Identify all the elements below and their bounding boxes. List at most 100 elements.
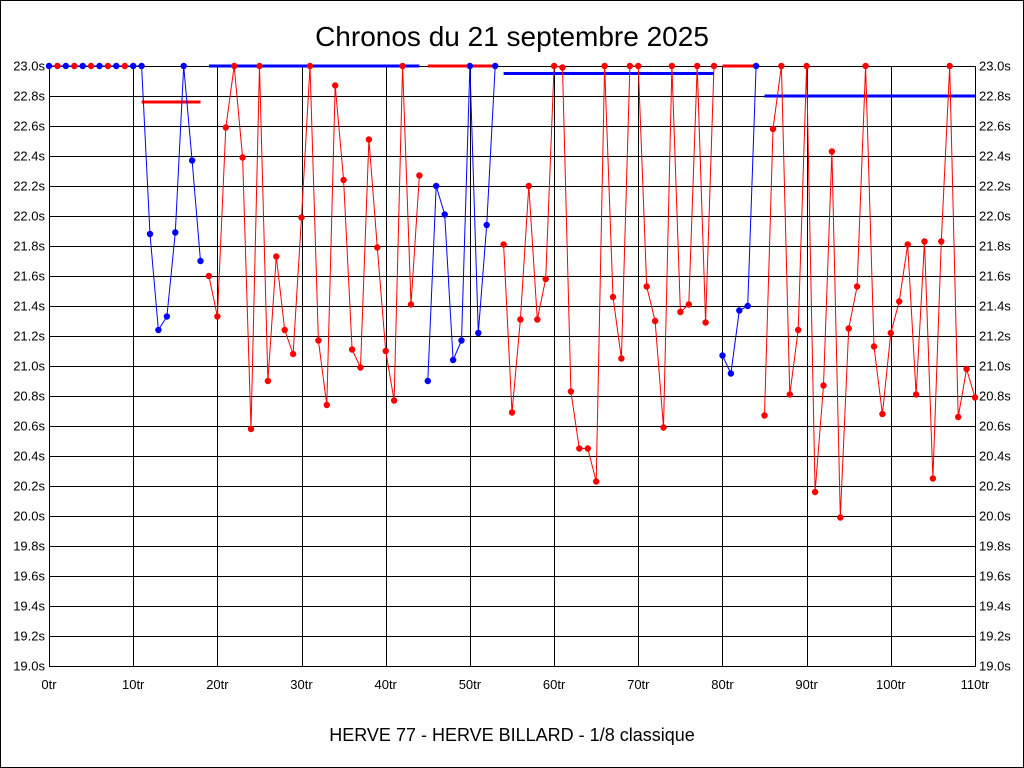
data-point	[778, 62, 785, 70]
data-point	[828, 148, 836, 155]
data-point	[273, 253, 280, 260]
data-point	[79, 62, 86, 70]
data-point	[188, 157, 196, 164]
data-point	[231, 62, 238, 70]
y-tick-label-right: 20.4s	[979, 449, 1011, 464]
y-tick-label-left: 20.0s	[13, 509, 45, 524]
data-point	[727, 370, 735, 377]
data-point	[374, 244, 381, 251]
data-point	[416, 172, 423, 179]
data-point	[845, 325, 852, 332]
data-point	[315, 337, 322, 344]
data-point	[719, 352, 726, 359]
y-tick-label-left: 21.0s	[13, 359, 45, 374]
x-tick-label: 40tr	[374, 677, 397, 692]
data-point	[929, 475, 937, 482]
y-tick-label-left: 22.8s	[13, 89, 45, 104]
y-tick-label-right: 19.0s	[979, 659, 1011, 674]
data-point	[306, 62, 314, 70]
data-point	[971, 394, 979, 401]
data-point	[483, 221, 490, 229]
chart-title: Chronos du 21 septembre 2025	[315, 21, 709, 52]
data-point	[550, 62, 558, 70]
x-tick-label: 80tr	[711, 677, 734, 692]
data-point	[449, 356, 457, 364]
data-point	[710, 62, 718, 70]
data-point	[811, 488, 819, 496]
data-series	[45, 62, 979, 521]
data-point	[744, 302, 751, 310]
y-tick-label-left: 21.8s	[13, 239, 45, 254]
data-point	[853, 283, 861, 290]
data-point	[390, 397, 398, 404]
y-tick-label-left: 20.4s	[13, 449, 45, 464]
data-point	[576, 445, 583, 452]
data-point	[567, 388, 575, 395]
y-tick-label-left: 21.2s	[13, 329, 45, 344]
data-point	[685, 301, 692, 308]
y-tick-label-left: 22.2s	[13, 179, 45, 194]
x-tick-label: 50tr	[459, 677, 482, 692]
data-point	[475, 329, 482, 337]
data-point	[820, 382, 827, 389]
data-point	[500, 241, 507, 248]
y-tick-label-left: 23.0s	[13, 59, 45, 74]
y-tick-label-left: 20.8s	[13, 389, 45, 404]
data-point	[332, 82, 339, 89]
data-point	[180, 62, 187, 70]
x-tick-label: 30tr	[290, 677, 313, 692]
y-tick-label-left: 20.6s	[13, 419, 45, 434]
data-point	[584, 445, 591, 452]
data-point	[54, 62, 61, 70]
data-point	[912, 391, 920, 398]
y-tick-label-right: 22.6s	[979, 119, 1011, 134]
data-point	[635, 62, 642, 70]
y-tick-label-right: 22.0s	[979, 209, 1011, 224]
data-point	[643, 283, 650, 290]
data-point	[458, 337, 465, 344]
y-tick-label-left: 19.2s	[13, 629, 45, 644]
data-point	[904, 241, 911, 248]
y-tick-label-left: 22.4s	[13, 149, 45, 164]
y-tick-label-left: 19.6s	[13, 569, 45, 584]
data-point	[239, 154, 246, 161]
data-point	[256, 62, 263, 70]
y-tick-label-left: 20.2s	[13, 479, 45, 494]
data-point	[921, 238, 928, 245]
y-tick-label-right: 22.8s	[979, 89, 1011, 104]
y-tick-label-right: 19.2s	[979, 629, 1011, 644]
data-point	[702, 319, 709, 326]
data-point	[121, 62, 128, 70]
data-point	[786, 391, 793, 398]
y-tick-label-right: 21.6s	[979, 269, 1011, 284]
x-tick-label: 90tr	[795, 677, 818, 692]
data-point	[323, 401, 330, 409]
data-point	[803, 62, 810, 70]
x-tick-label: 100tr	[876, 677, 906, 692]
x-tick-label: 10tr	[122, 677, 145, 692]
chart-caption: HERVE 77 - HERVE BILLARD - 1/8 classique	[329, 725, 695, 745]
data-point	[138, 62, 145, 70]
data-point	[870, 343, 878, 350]
y-tick-label-left: 19.4s	[13, 599, 45, 614]
data-point	[879, 410, 886, 418]
y-tick-label-right: 19.8s	[979, 539, 1011, 554]
data-point	[357, 364, 364, 371]
data-point	[289, 350, 297, 358]
y-tick-label-right: 19.6s	[979, 569, 1011, 584]
data-point	[281, 326, 288, 334]
data-point	[946, 62, 953, 70]
data-point	[62, 62, 69, 70]
x-tick-label: 60tr	[543, 677, 566, 692]
data-point	[508, 409, 516, 416]
data-point	[761, 412, 768, 419]
reference-lines	[141, 64, 975, 104]
data-point	[348, 346, 356, 353]
data-point	[146, 230, 154, 238]
y-tick-label-right: 22.4s	[979, 149, 1011, 164]
y-tick-label-right: 23.0s	[979, 59, 1011, 74]
data-point	[45, 62, 53, 70]
data-point	[736, 307, 743, 314]
y-tick-label-right: 21.0s	[979, 359, 1011, 374]
